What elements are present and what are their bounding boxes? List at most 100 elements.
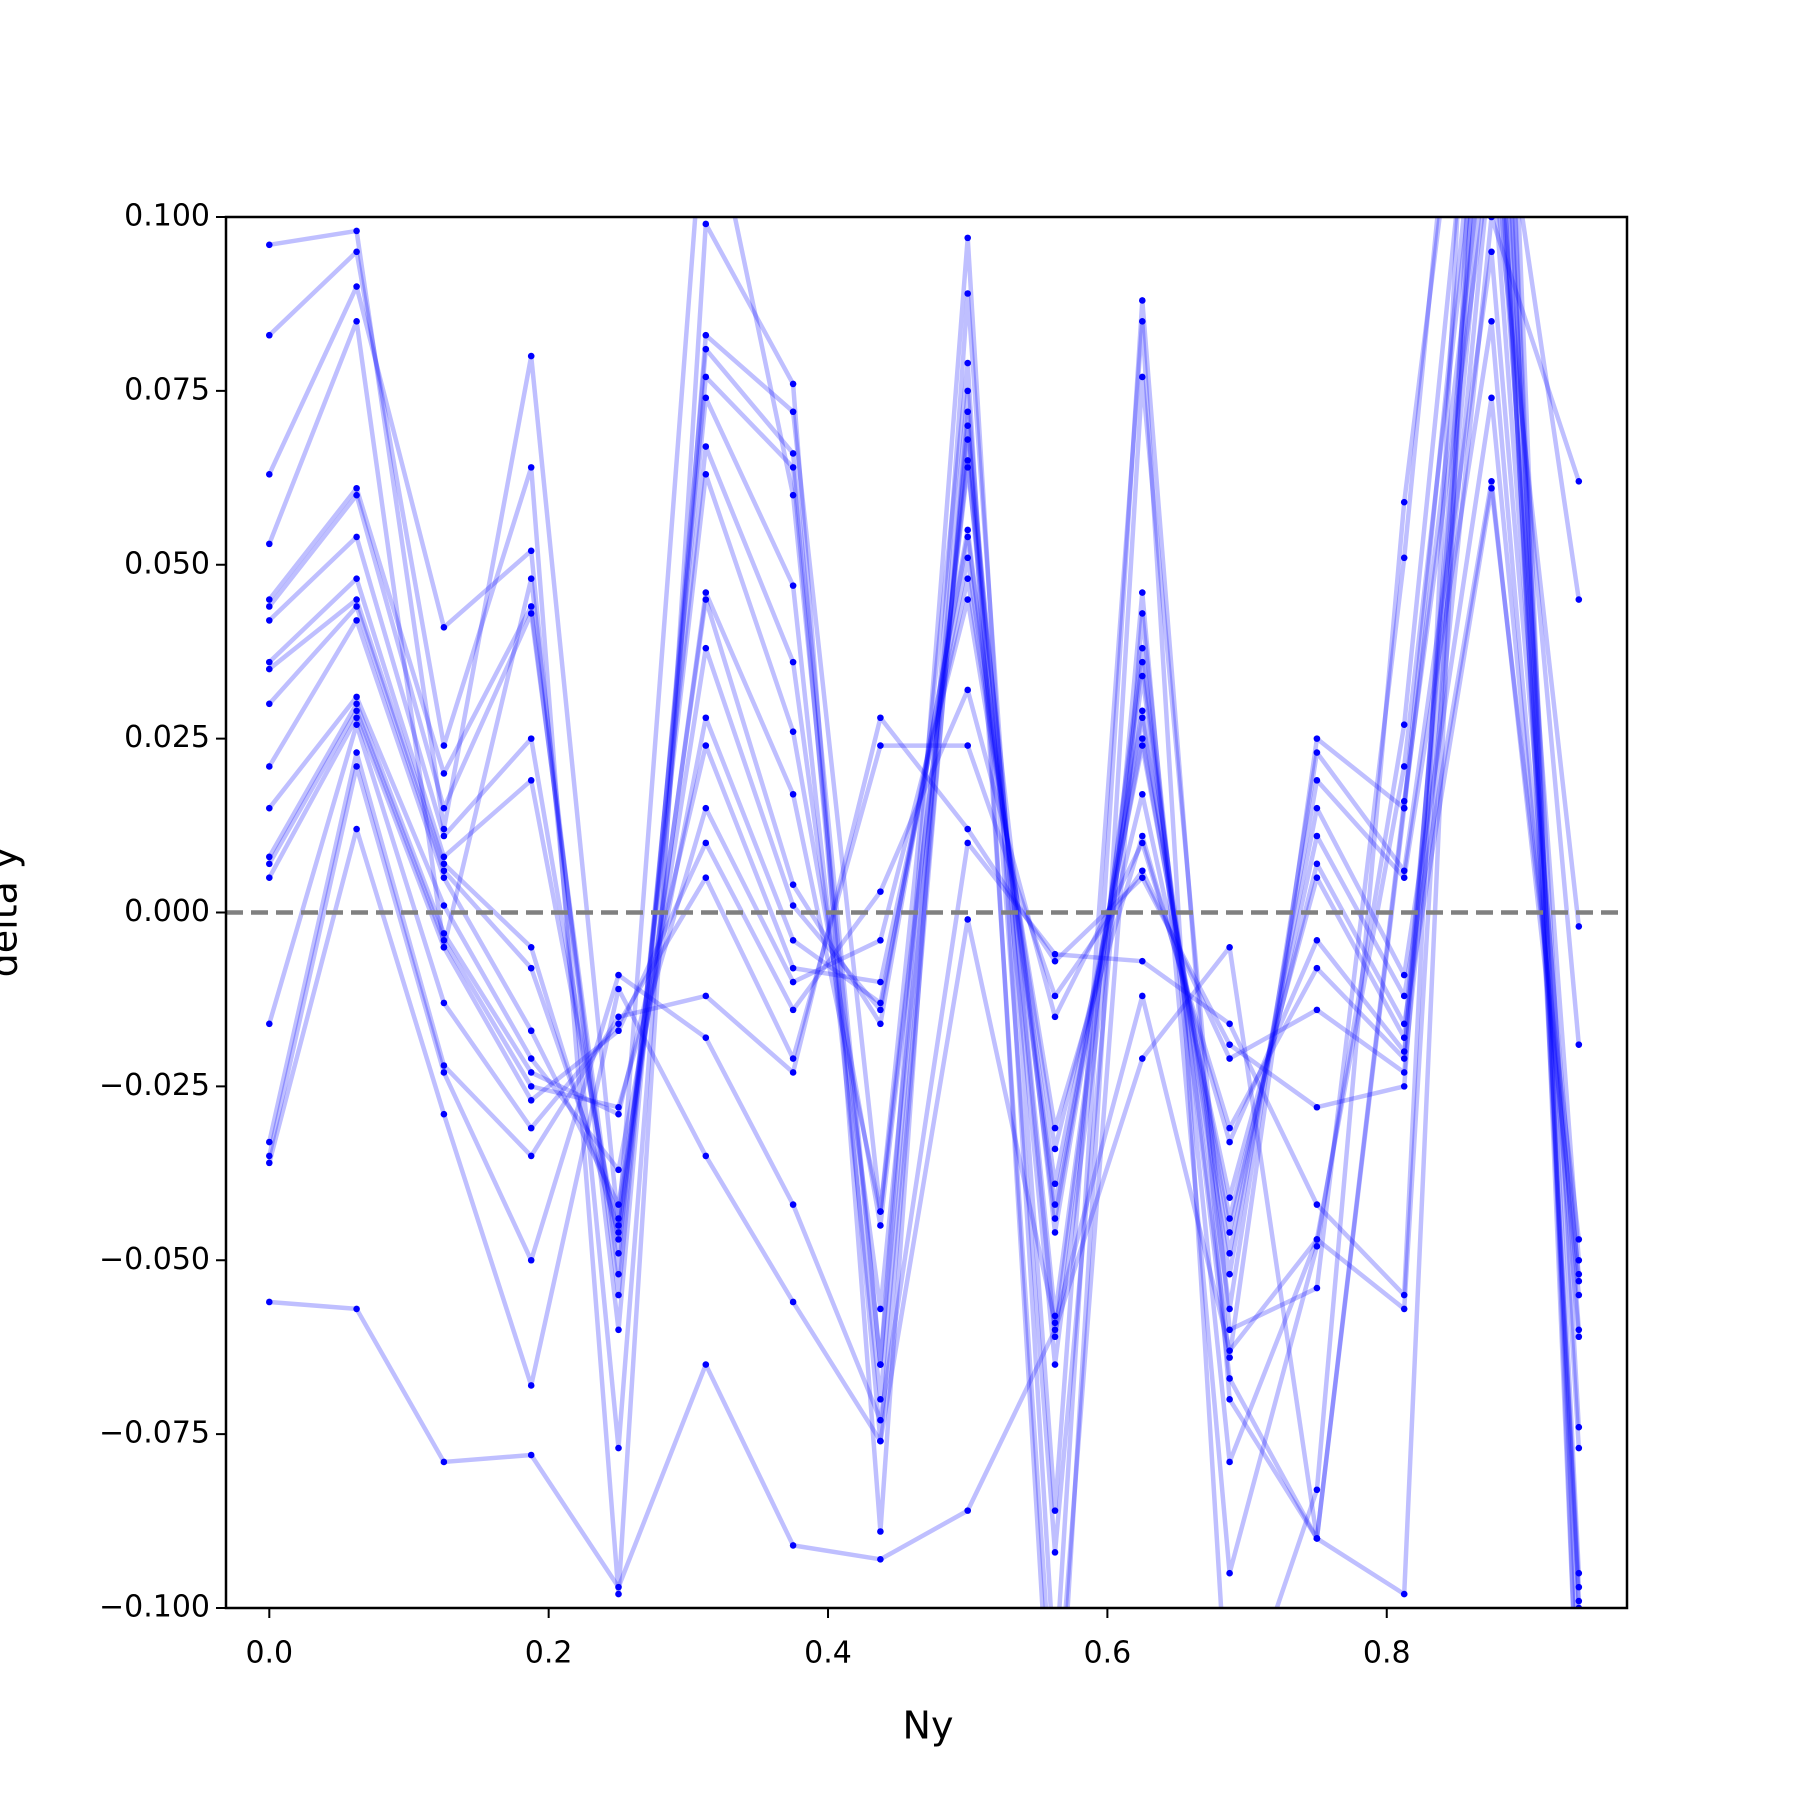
data-point <box>1400 1048 1408 1055</box>
data-point <box>1226 1249 1233 1257</box>
data-point <box>1400 721 1408 729</box>
data-point <box>877 1222 884 1229</box>
data-point <box>1051 1145 1059 1153</box>
data-point <box>964 436 972 443</box>
data-point <box>1139 714 1146 722</box>
data-point <box>527 964 535 972</box>
data-point <box>1226 1055 1233 1062</box>
data-point <box>1139 742 1146 749</box>
data-point <box>964 575 972 582</box>
data-point <box>789 380 797 388</box>
data-point <box>877 999 884 1007</box>
x-axis-label: Ny <box>903 1704 954 1748</box>
data-point <box>266 1152 273 1160</box>
data-point <box>1051 957 1059 965</box>
data-point <box>789 728 797 735</box>
y-axis-label: delta y <box>0 847 26 978</box>
series-line <box>267 217 1582 1145</box>
data-point <box>1051 1333 1059 1341</box>
data-point <box>440 943 448 951</box>
data-point <box>877 1528 884 1535</box>
data-point <box>1139 957 1146 965</box>
data-point <box>1313 735 1321 742</box>
data-point <box>877 1361 884 1368</box>
data-point <box>1400 971 1408 979</box>
data-point <box>964 234 972 242</box>
data-point <box>615 1020 622 1028</box>
y-tick-label: 0.000 <box>124 894 210 929</box>
data-point <box>440 874 448 882</box>
data-point <box>527 777 535 784</box>
series-line <box>267 217 1576 1608</box>
x-tick-label: 0.4 <box>804 1636 852 1671</box>
data-point <box>702 443 710 450</box>
data-point <box>1139 839 1146 847</box>
data-point <box>789 464 797 471</box>
data-point <box>266 596 273 603</box>
data-point <box>877 1396 884 1403</box>
data-point <box>964 1507 972 1514</box>
data-point <box>1400 1083 1408 1090</box>
x-tick-label: 0.8 <box>1363 1636 1411 1671</box>
data-point <box>615 1027 622 1035</box>
data-point <box>1313 1486 1321 1494</box>
data-point <box>702 471 710 478</box>
data-point <box>1051 1361 1059 1368</box>
data-point <box>702 992 710 1000</box>
data-point <box>1226 1458 1233 1466</box>
data-point <box>1313 804 1321 812</box>
data-point <box>1400 804 1408 812</box>
data-point <box>615 1166 622 1174</box>
data-point <box>702 839 710 847</box>
data-point <box>527 1256 535 1264</box>
data-point <box>1488 248 1495 256</box>
data-point <box>615 1215 622 1222</box>
data-point <box>615 1201 622 1208</box>
data-point <box>964 359 972 367</box>
data-point <box>1400 874 1408 882</box>
data-point <box>702 804 710 812</box>
data-point <box>527 1083 535 1090</box>
data-point <box>1400 498 1408 506</box>
data-point <box>1575 1597 1583 1605</box>
data-point <box>789 1298 797 1306</box>
data-point <box>440 804 448 812</box>
data-point <box>353 575 360 582</box>
data-point <box>266 617 273 624</box>
data-point <box>1575 923 1583 930</box>
data-point <box>1226 1305 1233 1313</box>
data-point <box>266 1138 273 1146</box>
data-point <box>1313 1006 1321 1014</box>
data-point <box>1139 644 1146 652</box>
data-point <box>1575 1291 1583 1299</box>
data-point <box>1575 1444 1583 1452</box>
data-point <box>353 749 360 756</box>
data-point <box>1139 318 1146 325</box>
data-point <box>964 464 972 471</box>
data-point <box>353 248 360 256</box>
data-point <box>964 387 972 395</box>
data-point <box>789 408 797 416</box>
data-point <box>266 804 273 812</box>
data-point <box>1051 950 1059 958</box>
data-point <box>964 457 972 464</box>
data-point <box>1400 554 1408 562</box>
data-point <box>1051 1229 1059 1236</box>
series-line <box>267 319 1582 1337</box>
data-point <box>1400 1069 1408 1076</box>
data-point <box>266 241 273 249</box>
data-point <box>527 464 535 471</box>
data-point <box>353 825 360 833</box>
data-point <box>1400 1590 1408 1598</box>
data-point <box>266 665 273 673</box>
data-point <box>440 937 448 944</box>
data-point <box>702 742 710 749</box>
data-point <box>1139 610 1146 617</box>
data-point <box>527 1069 535 1076</box>
data-point <box>440 770 448 777</box>
data-point <box>1313 749 1321 756</box>
data-point <box>615 1590 622 1598</box>
data-point <box>1575 477 1583 485</box>
